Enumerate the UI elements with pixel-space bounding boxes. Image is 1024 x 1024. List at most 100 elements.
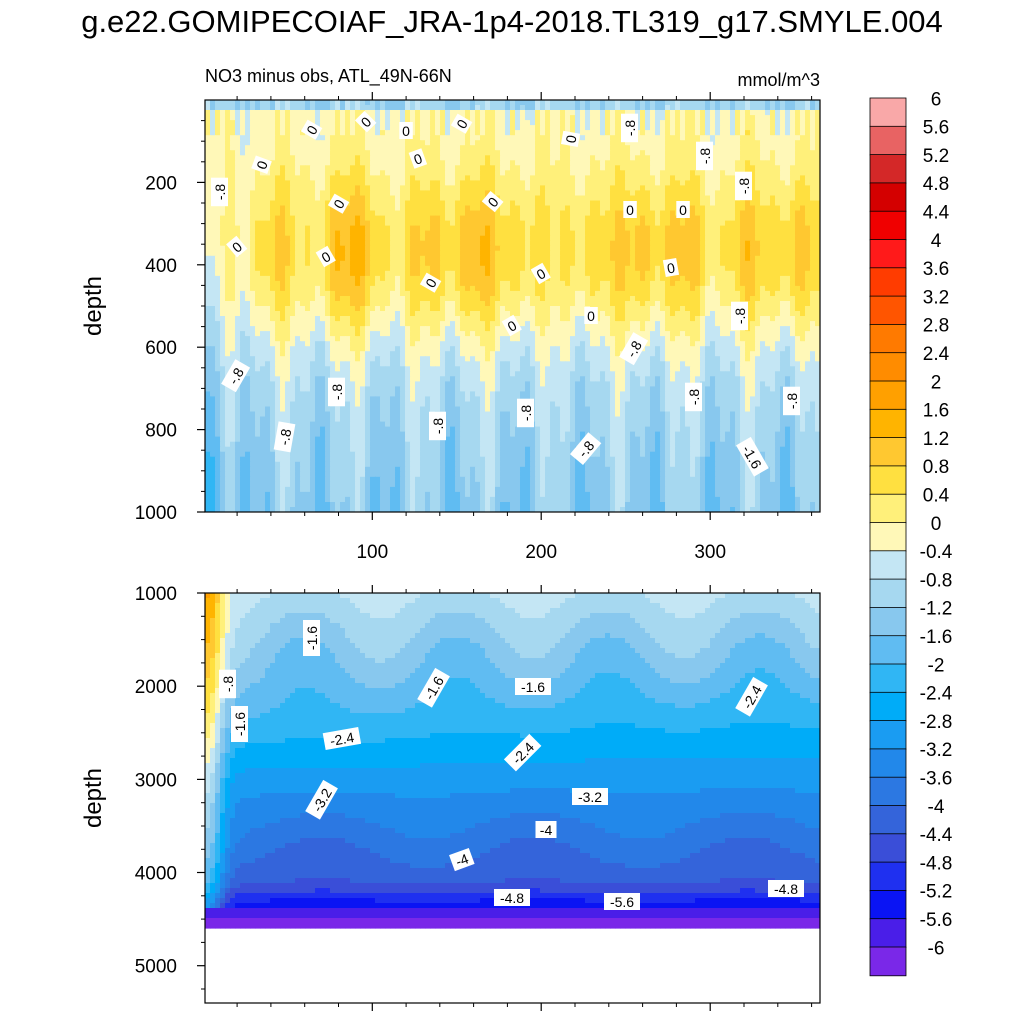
field-cell: [260, 270, 266, 277]
field-cell: [810, 135, 816, 141]
field-cell: [585, 160, 591, 166]
field-cell: [645, 165, 651, 171]
field-cell: [605, 290, 611, 297]
field-cell: [715, 160, 721, 166]
field-cell: [430, 180, 436, 186]
field-cell: [235, 285, 241, 292]
field-cell: [525, 245, 531, 252]
field-cell: [640, 110, 646, 116]
field-cell: [520, 285, 526, 292]
field-cell: [360, 245, 366, 252]
field-cell: [260, 235, 266, 242]
field-cell: [740, 120, 746, 126]
field-cell: [515, 285, 521, 292]
field-cell: [685, 220, 691, 227]
field-cell: [430, 115, 436, 121]
field-cell: [595, 180, 601, 186]
field-cell: [485, 210, 491, 217]
field-cell: [675, 245, 681, 252]
field-cell: [595, 190, 601, 196]
field-cell: [510, 200, 516, 207]
field-cell: [455, 180, 461, 186]
field-cell: [520, 130, 526, 136]
field-cell: [235, 275, 241, 282]
field-cell: [625, 190, 631, 196]
field-cell: [310, 210, 316, 217]
field-cell: [215, 120, 221, 126]
field-cell: [505, 170, 511, 176]
field-cell: [240, 255, 246, 262]
field-cell: [740, 275, 746, 282]
field-cell: [510, 165, 516, 171]
field-cell: [340, 285, 346, 292]
field-cell: [235, 270, 241, 277]
field-cell: [325, 125, 331, 131]
field-cell: [410, 185, 416, 191]
field-cell: [315, 120, 321, 126]
field-cell: [660, 195, 666, 202]
field-cell: [590, 160, 596, 166]
field-cell: [285, 220, 291, 227]
field-cell: [780, 215, 786, 222]
field-cell: [330, 265, 336, 272]
field-cell: [455, 225, 461, 232]
field-cell: [540, 175, 546, 181]
field-cell: [530, 230, 536, 237]
field-cell: [790, 150, 796, 156]
field-cell: [295, 250, 301, 257]
field-cell: [710, 170, 716, 176]
field-cell: [625, 195, 631, 202]
field-cell: [630, 180, 636, 186]
field-cell: [805, 100, 811, 106]
field-cell: [415, 270, 421, 277]
field-cell: [615, 235, 621, 242]
field-cell: [765, 160, 771, 166]
field-cell: [600, 215, 606, 222]
field-cell: [480, 210, 486, 217]
field-cell: [725, 290, 731, 297]
field-cell: [360, 280, 366, 287]
field-cell: [250, 170, 256, 176]
field-cell: [280, 190, 286, 196]
field-cell: [240, 160, 246, 166]
field-cell: [735, 225, 741, 232]
field-cell: [290, 195, 296, 202]
field-cell: [755, 235, 761, 242]
field-cell: [690, 100, 696, 106]
field-cell: [730, 210, 736, 217]
field-cell: [390, 240, 396, 247]
field-cell: [295, 225, 301, 232]
field-cell: [605, 105, 611, 111]
field-cell: [625, 140, 631, 146]
field-cell: [475, 260, 481, 267]
field-cell: [205, 240, 211, 247]
field-cell: [215, 165, 221, 171]
field-cell: [620, 110, 626, 116]
field-cell: [205, 110, 211, 116]
field-cell: [705, 285, 711, 292]
field-cell: [470, 255, 476, 262]
field-cell: [240, 225, 246, 232]
field-cell: [620, 225, 626, 232]
field-cell: [335, 265, 341, 272]
field-cell: [695, 100, 701, 106]
field-cell: [450, 210, 456, 217]
field-cell: [260, 215, 266, 222]
field-cell: [500, 165, 506, 171]
field-cell: [715, 285, 721, 292]
field-cell: [710, 120, 716, 126]
field-cell: [510, 270, 516, 277]
field-cell: [715, 165, 721, 171]
field-cell: [620, 235, 626, 242]
field-cell: [360, 265, 366, 272]
field-cell: [225, 245, 231, 252]
field-cell: [285, 265, 291, 272]
field-cell: [545, 160, 551, 166]
field-cell: [475, 210, 481, 217]
field-cell: [665, 145, 671, 151]
field-cell: [435, 190, 441, 196]
field-cell: [785, 100, 791, 106]
field-cell: [410, 125, 416, 131]
field-cell: [725, 200, 731, 207]
field-cell: [270, 290, 276, 297]
